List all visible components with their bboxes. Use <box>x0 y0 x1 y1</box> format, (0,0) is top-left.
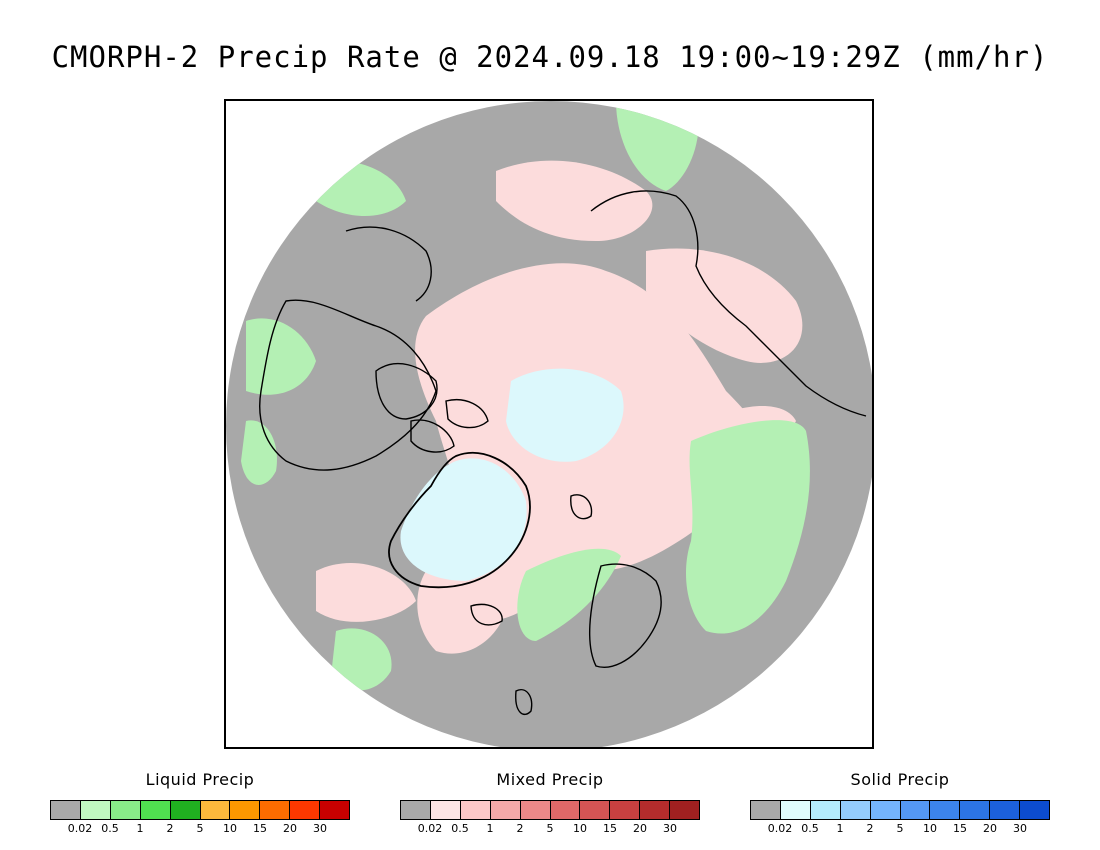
legend-swatch <box>520 801 551 819</box>
legend-swatch <box>320 801 350 819</box>
legend-swatch <box>990 801 1021 819</box>
liquid-precip-region <box>241 420 277 485</box>
legend-swatch <box>550 801 581 819</box>
legend-tick-label: 1 <box>836 822 844 835</box>
svalbard-coastline <box>570 494 593 520</box>
solid-precip-region <box>506 368 624 462</box>
legend-tick-label: 30 <box>663 822 677 835</box>
legend-swatch <box>230 801 261 819</box>
mixed-precip-region <box>646 248 803 363</box>
liquid-precip-region <box>686 420 810 634</box>
legend-tick-label: 15 <box>953 822 967 835</box>
legend-swatch <box>870 801 901 819</box>
legend-swatch <box>140 801 171 819</box>
legend-tick-label: 15 <box>253 822 267 835</box>
legend-title: Mixed Precip <box>496 770 604 789</box>
legend-tick-label: 30 <box>1013 822 1027 835</box>
legend-swatch <box>260 801 291 819</box>
legend-tick-label: 0.02 <box>417 822 443 835</box>
scandinavia-coastline <box>589 563 662 668</box>
legend-tick-label: 0.02 <box>67 822 93 835</box>
legend-swatch <box>51 801 81 819</box>
mixed-precip-region <box>417 568 506 654</box>
legend-swatch <box>170 801 201 819</box>
chart-title: CMORPH-2 Precip Rate @ 2024.09.18 19:00~… <box>51 40 1049 74</box>
polar-map <box>224 99 874 749</box>
legend-tick-label: 10 <box>923 822 937 835</box>
legend-swatch <box>780 801 811 819</box>
legend-tick-labels: 0.02 0.5 1 2 5 10 15 20 30 <box>50 822 350 836</box>
legend-tick-label: 5 <box>896 822 904 835</box>
legend-colorbar <box>750 800 1050 820</box>
legend-tick-labels: 0.02 0.5 1 2 5 10 15 20 30 <box>400 822 700 836</box>
legend-tick-label: 0.5 <box>451 822 469 835</box>
liquid-precip-region <box>517 548 621 641</box>
legend-title: Liquid Precip <box>145 770 255 789</box>
polar-map-canvas <box>226 101 872 747</box>
legend-swatch <box>960 801 991 819</box>
legend-swatch <box>900 801 931 819</box>
legend-tick-label: 5 <box>546 822 554 835</box>
legend-tick-label: 2 <box>516 822 524 835</box>
legend-tick-label: 20 <box>983 822 997 835</box>
legend-tick-label: 1 <box>136 822 144 835</box>
uk-coastline <box>515 689 533 716</box>
legend-tick-label: 2 <box>866 822 874 835</box>
alaska-coastline <box>345 226 432 302</box>
canada-coastline <box>259 299 437 471</box>
legend-tick-label: 0.5 <box>801 822 819 835</box>
legend-tick-label: 20 <box>633 822 647 835</box>
legend-tick-label: 20 <box>283 822 297 835</box>
legend-tick-label: 30 <box>313 822 327 835</box>
arctic-islands-coastline <box>375 362 489 453</box>
russia-coastline <box>590 190 867 417</box>
legend-tick-label: 5 <box>196 822 204 835</box>
legend-tick-label: 0.02 <box>767 822 793 835</box>
legend-swatch <box>401 801 431 819</box>
legend-title: Solid Precip <box>850 770 950 789</box>
legend-swatch <box>580 801 611 819</box>
legend-liquid: Liquid Precip 0.02 0.5 1 2 5 10 15 20 30 <box>50 770 350 835</box>
legend-swatch <box>751 801 781 819</box>
legend-tick-label: 10 <box>223 822 237 835</box>
solid-precip-region <box>400 458 527 581</box>
mixed-precip-region <box>496 160 653 241</box>
legend-swatch <box>430 801 461 819</box>
legend-tick-label: 10 <box>573 822 587 835</box>
legend-swatch <box>640 801 671 819</box>
mixed-precip-region <box>316 562 416 622</box>
legend-swatch <box>840 801 871 819</box>
legend-swatch <box>110 801 141 819</box>
legend-swatch <box>490 801 521 819</box>
legend-tick-label: 1 <box>486 822 494 835</box>
legend-swatch <box>930 801 961 819</box>
legend-swatch <box>1020 801 1050 819</box>
iceland-coastline <box>470 603 503 626</box>
liquid-precip-region <box>331 628 392 691</box>
legend-colorbar <box>400 800 700 820</box>
greenland-coastline <box>388 451 531 589</box>
legend-tick-labels: 0.02 0.5 1 2 5 10 15 20 30 <box>750 822 1050 836</box>
legend-tick-label: 15 <box>603 822 617 835</box>
legend-tick-label: 0.5 <box>101 822 119 835</box>
legend-mixed: Mixed Precip 0.02 0.5 1 2 5 10 15 20 30 <box>400 770 700 835</box>
legend-swatch <box>290 801 321 819</box>
legend-swatch <box>460 801 491 819</box>
legend-swatch <box>80 801 111 819</box>
legend-swatch <box>670 801 700 819</box>
legend-swatch <box>200 801 231 819</box>
legend-colorbar <box>50 800 350 820</box>
legend-solid: Solid Precip 0.02 0.5 1 2 5 10 15 20 30 <box>750 770 1050 835</box>
legend-swatch <box>810 801 841 819</box>
legend-tick-label: 2 <box>166 822 174 835</box>
legend-swatch <box>610 801 641 819</box>
